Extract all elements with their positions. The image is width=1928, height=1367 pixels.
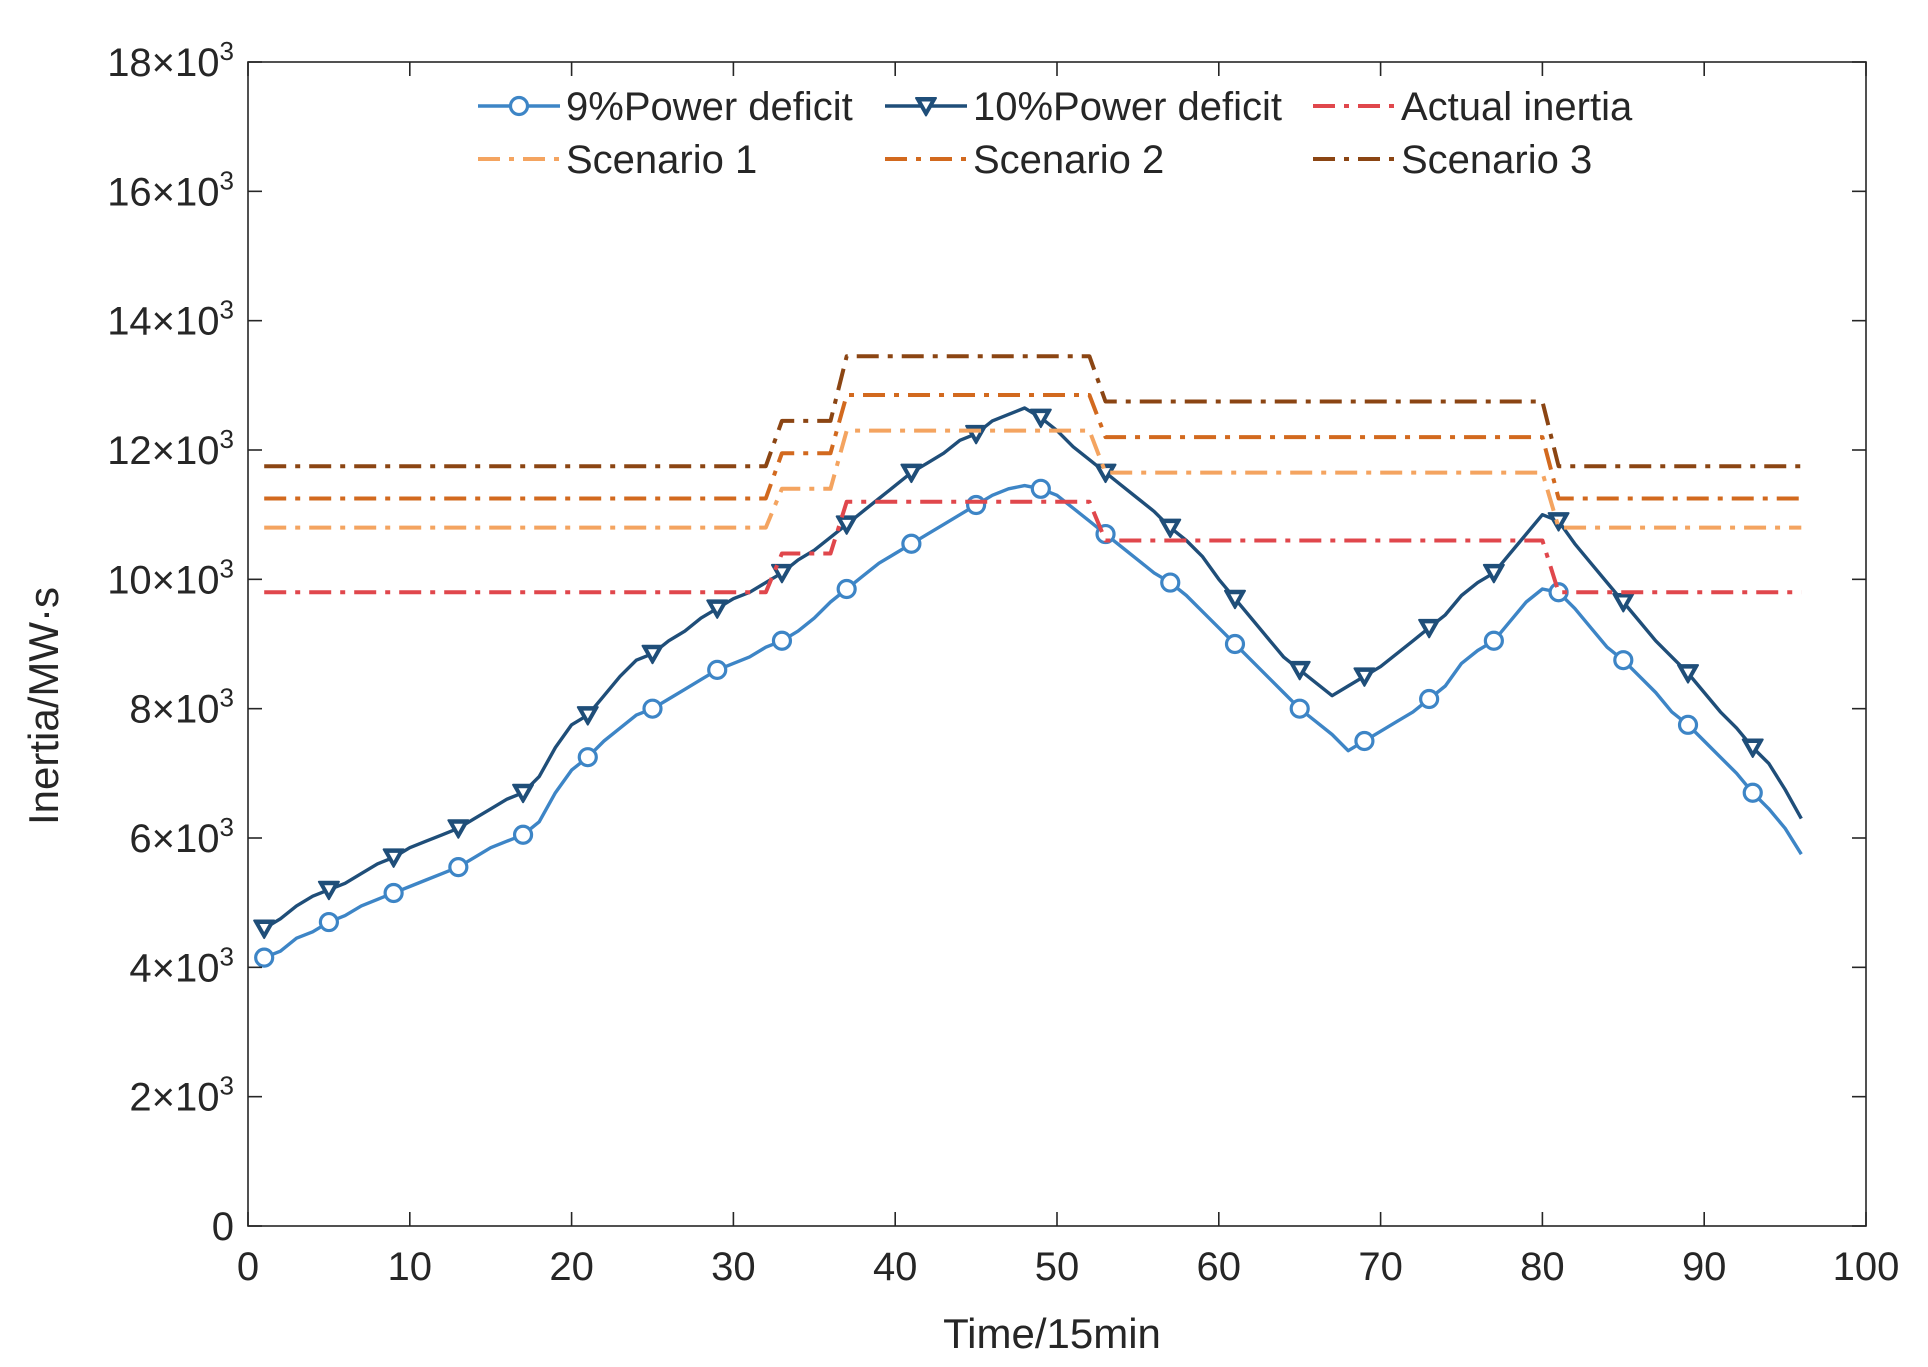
data-point-triangle-inner — [1424, 623, 1434, 632]
data-point-triangle-inner — [777, 568, 787, 577]
data-point-circle — [965, 494, 987, 516]
data-point-triangle-inner — [324, 885, 334, 894]
data-point-triangle-inner — [1165, 523, 1175, 532]
data-point-circle — [448, 856, 469, 878]
data-point-circle — [318, 911, 339, 933]
data-point-circle — [901, 533, 922, 554]
x-axis-title: Time/15min — [943, 1310, 1161, 1357]
data-point-triangle-inner — [906, 468, 916, 477]
y-tick-label: 18×103 — [107, 36, 234, 85]
legend-label: Scenario 1 — [566, 138, 757, 182]
legend-item: Scenario 2 — [885, 138, 1164, 182]
y-tick-label: 6×103 — [129, 812, 234, 861]
series-scenario-1 — [264, 428, 1802, 530]
data-point-triangle-inner — [1748, 742, 1758, 751]
series-line — [264, 428, 1802, 530]
data-point-circle — [1613, 650, 1634, 671]
data-point-triangle-inner — [1295, 665, 1305, 674]
data-point-circle — [1483, 630, 1504, 651]
legend-item: Scenario 1 — [478, 138, 757, 182]
data-point-circle — [1742, 782, 1763, 803]
y-tick-label: 14×103 — [107, 295, 234, 344]
legend-label: 10%Power deficit — [973, 85, 1282, 129]
legend-label: 9%Power deficit — [566, 85, 853, 129]
series-10-power-deficit — [253, 406, 1803, 940]
axes-layer: 0 10 20 30 40 50 60 70 80 90 100 0 2×103 4×103 6×103 8×… — [107, 36, 1899, 1289]
series-scenario-3 — [264, 354, 1802, 469]
data-point-triangle-inner — [842, 519, 852, 528]
legend-label: Scenario 2 — [973, 138, 1164, 182]
legend-label: Actual inertia — [1401, 85, 1633, 129]
legend-label: Scenario 3 — [1401, 138, 1592, 182]
y-tick-label: 8×103 — [129, 683, 234, 732]
data-point-circle — [508, 95, 530, 117]
data-point-triangle-inner — [518, 788, 528, 797]
data-point-triangle-inner — [1230, 594, 1240, 603]
data-point-triangle-inner — [1101, 468, 1111, 477]
y-tick-label: 12×103 — [107, 424, 234, 473]
series-layer — [253, 354, 1803, 968]
series-line — [264, 354, 1802, 469]
series-actual-inertia — [264, 499, 1802, 595]
x-tick-label: 50 — [1035, 1245, 1080, 1289]
data-point-triangle-inner — [921, 101, 931, 110]
x-tick-label: 90 — [1682, 1245, 1727, 1289]
data-point-circle — [1289, 698, 1310, 719]
x-tick-label: 70 — [1358, 1245, 1403, 1289]
data-point-triangle-inner — [1618, 597, 1628, 606]
data-point-triangle-inner — [1489, 568, 1499, 577]
y-tick-label: 4×103 — [129, 941, 234, 990]
y-tick-label: 0 — [212, 1205, 234, 1249]
data-point-circle — [707, 659, 728, 680]
data-point-triangle-inner — [1683, 668, 1693, 677]
data-point-circle — [512, 824, 534, 845]
data-point-triangle-inner — [583, 710, 593, 719]
x-tick-label: 30 — [711, 1245, 756, 1289]
data-point-circle — [1354, 730, 1375, 752]
x-tick-label: 100 — [1833, 1245, 1900, 1289]
y-tick-label: 10×103 — [107, 553, 234, 602]
data-point-triangle-inner — [1036, 413, 1046, 422]
data-point-circle — [771, 630, 793, 651]
data-point-circle — [577, 747, 598, 768]
data-point-circle — [254, 947, 275, 968]
legend: 9%Power deficit 10%Power deficit Actual in… — [478, 85, 1633, 182]
x-tick-label: 20 — [549, 1245, 594, 1289]
x-tick-label: 40 — [873, 1245, 918, 1289]
series-scenario-2 — [264, 393, 1802, 501]
data-point-triangle-inner — [453, 823, 463, 832]
series-9-power-deficit — [254, 478, 1803, 968]
legend-item: 9%Power deficit — [478, 85, 853, 129]
data-point-triangle-inner — [648, 649, 657, 658]
data-point-circle — [1160, 572, 1181, 593]
y-tick-label: 2×103 — [129, 1071, 234, 1120]
data-point-triangle-inner — [1359, 671, 1369, 680]
y-tick-label: 16×103 — [107, 165, 234, 214]
x-tick-label: 60 — [1197, 1245, 1242, 1289]
series-line — [264, 499, 1802, 595]
data-point-circle — [1677, 714, 1699, 735]
x-tick-label: 80 — [1520, 1245, 1565, 1289]
data-point-circle — [383, 882, 404, 904]
x-tick-label: 10 — [388, 1245, 433, 1289]
y-axis-title: Inertia/MW·s — [20, 587, 67, 825]
data-point-triangle-inner — [389, 852, 399, 861]
data-point-circle — [1030, 478, 1051, 499]
data-point-circle — [642, 698, 663, 719]
legend-item: Actual inertia — [1313, 85, 1633, 129]
data-point-triangle-inner — [259, 924, 269, 933]
legend-item: 10%Power deficit — [885, 85, 1282, 129]
series-line — [264, 393, 1802, 501]
data-point-triangle-inner — [712, 603, 722, 612]
legend-item: Scenario 3 — [1313, 138, 1592, 182]
data-point-circle — [836, 578, 857, 600]
x-tick-label: 0 — [237, 1245, 259, 1289]
data-point-circle — [1419, 688, 1440, 710]
data-point-circle — [1224, 633, 1246, 655]
